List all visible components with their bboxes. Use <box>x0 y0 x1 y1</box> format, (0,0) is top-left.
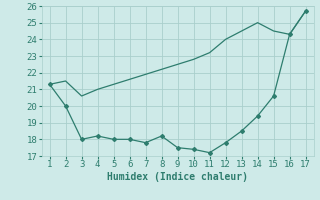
X-axis label: Humidex (Indice chaleur): Humidex (Indice chaleur) <box>107 172 248 182</box>
